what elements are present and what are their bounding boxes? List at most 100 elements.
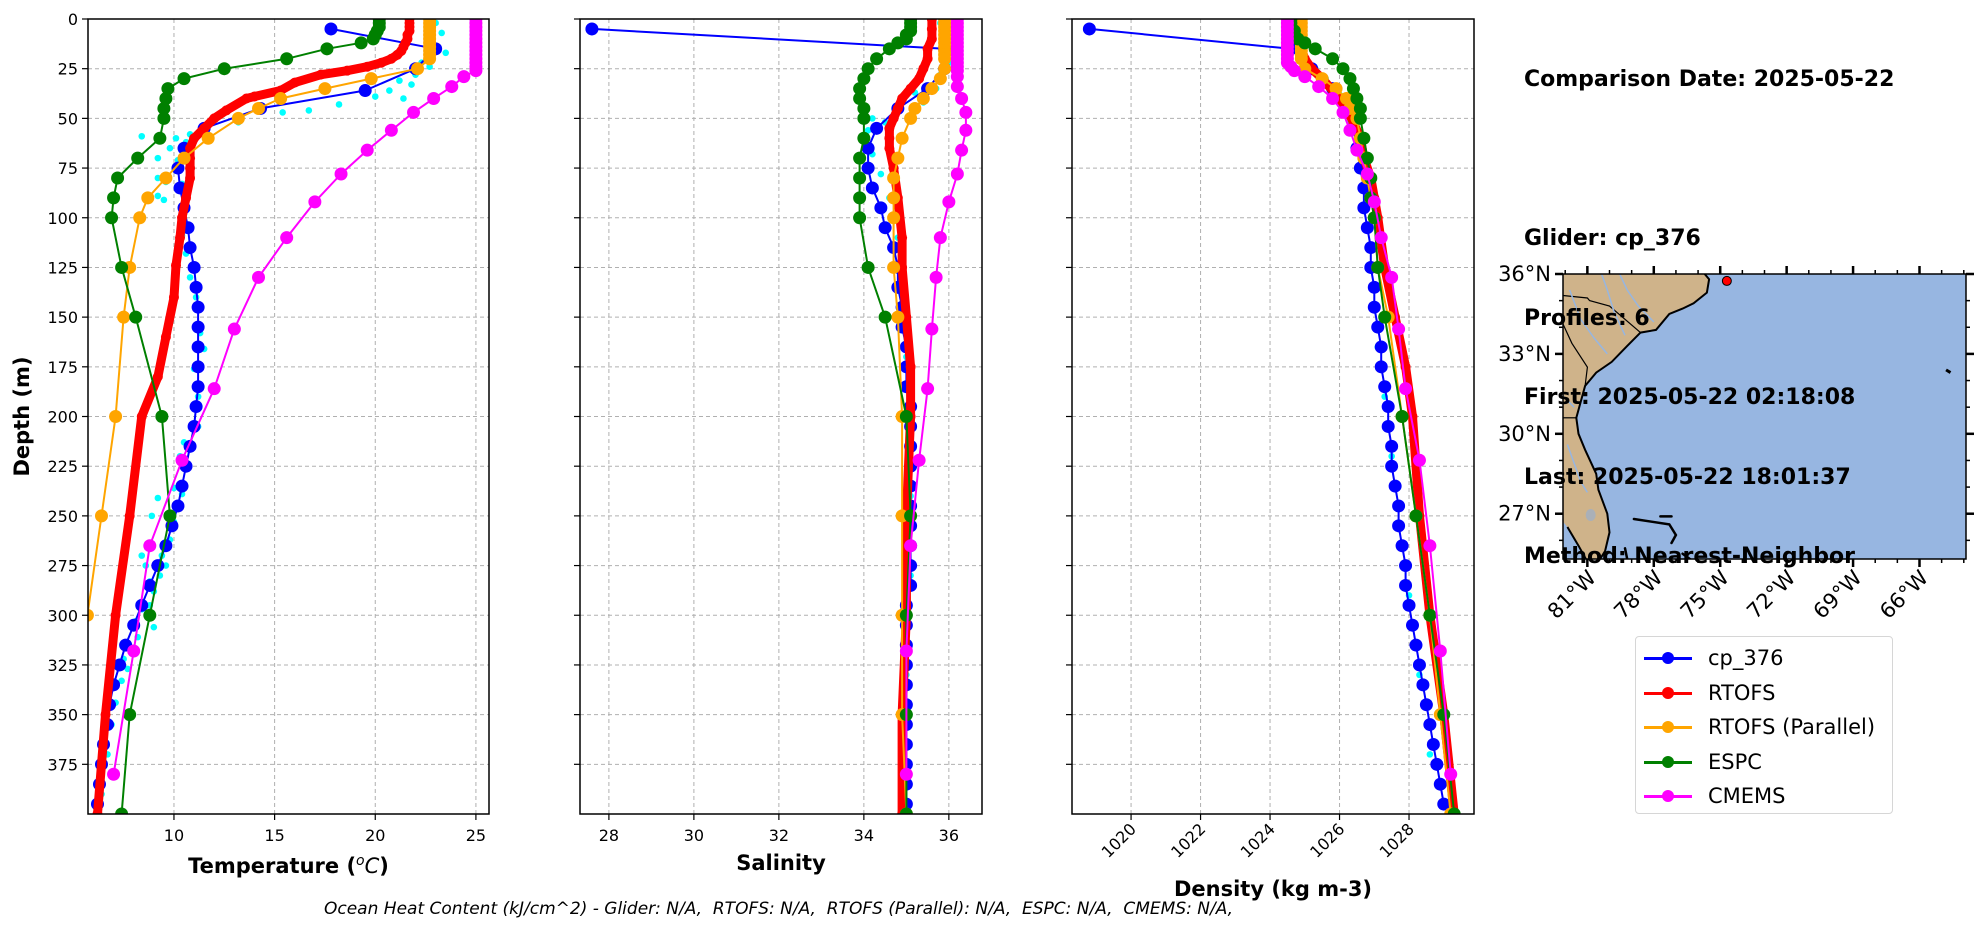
island <box>1632 517 1678 545</box>
data-point <box>1423 608 1437 622</box>
data-point <box>177 151 191 165</box>
data-point <box>891 151 905 165</box>
scatter-point <box>386 87 393 94</box>
data-point <box>153 131 167 145</box>
data-point <box>904 111 918 125</box>
data-point <box>366 32 380 46</box>
data-point <box>161 82 175 96</box>
data-point <box>888 113 899 124</box>
data-point <box>280 231 294 245</box>
data-point <box>217 62 231 76</box>
data-point <box>1357 131 1371 145</box>
data-point <box>1360 167 1374 181</box>
data-point <box>1294 52 1308 66</box>
data-point <box>175 479 189 493</box>
data-point <box>1371 320 1385 334</box>
series-rtofs-parallel <box>61 19 437 821</box>
y-tick-label: 325 <box>47 656 78 675</box>
data-point <box>107 767 121 781</box>
data-point <box>457 70 471 84</box>
legend-item-cmems: CMEMS <box>1644 779 1786 813</box>
data-point <box>955 92 969 105</box>
data-point <box>904 509 918 523</box>
y-tick-label: 150 <box>47 308 78 327</box>
data-point <box>187 260 201 274</box>
data-point <box>870 121 884 135</box>
data-point <box>159 539 173 553</box>
data-point <box>252 270 266 284</box>
data-point <box>878 221 892 235</box>
x-tick-label: 1022 <box>1167 819 1209 861</box>
data-point <box>183 241 197 255</box>
data-point <box>143 539 157 553</box>
scatter-point <box>279 109 286 116</box>
data-point <box>1385 270 1399 284</box>
data-point <box>891 310 905 324</box>
y-tick-label: 0 <box>68 10 78 29</box>
data-point <box>407 105 421 119</box>
legend-label: cp_376 <box>1708 646 1784 670</box>
data-point <box>143 608 157 622</box>
river <box>1568 289 1608 355</box>
data-point <box>157 101 171 115</box>
glider-name: Glider: cp_376 <box>1524 226 1701 251</box>
data-point <box>938 52 952 66</box>
data-point <box>376 57 387 68</box>
data-point <box>853 171 867 185</box>
y-tick-label: 175 <box>47 358 78 377</box>
data-point <box>1360 221 1374 235</box>
y-tick-label: 375 <box>47 755 78 774</box>
axes-frame <box>87 18 490 815</box>
x-tick-label: 1028 <box>1376 819 1418 861</box>
data-point <box>857 101 871 115</box>
x-tick-label: 1020 <box>1098 819 1140 861</box>
data-point <box>870 52 884 66</box>
scatter-point <box>335 101 343 108</box>
data-point <box>1298 70 1312 84</box>
axes-frame <box>579 18 983 815</box>
data-point <box>143 578 157 592</box>
data-point <box>853 82 867 96</box>
label-text: ) <box>379 854 389 878</box>
data-point <box>61 808 74 821</box>
scatter-point <box>166 144 174 152</box>
data-point <box>882 42 896 56</box>
data-point <box>445 80 459 94</box>
data-point <box>1367 195 1381 209</box>
scatter-point <box>869 115 876 122</box>
legend-swatch <box>1644 648 1692 668</box>
lat-tick-label: 33°N <box>1498 342 1551 366</box>
data-point <box>904 539 918 553</box>
coastline <box>1566 274 1711 559</box>
data-point <box>274 92 288 105</box>
data-point <box>411 62 425 76</box>
data-point <box>187 419 201 433</box>
data-point <box>942 195 956 209</box>
data-point <box>362 61 373 72</box>
temperature-panel: 10 15 20 2502550751001251501752002252502753… <box>10 10 490 878</box>
data-point <box>1385 459 1399 473</box>
data-point <box>857 131 871 145</box>
data-point <box>1402 598 1416 612</box>
scatter-point <box>408 81 415 88</box>
data-point <box>1399 559 1413 573</box>
info-block: Comparison Date: 2025-05-22 Glider: cp_3… <box>1524 14 1894 597</box>
data-point <box>1392 322 1406 336</box>
data-point <box>324 22 338 36</box>
data-point <box>384 123 398 137</box>
data-point <box>1353 101 1367 115</box>
data-point <box>171 499 185 513</box>
data-point <box>1399 578 1413 592</box>
data-point <box>1353 111 1367 125</box>
data-point <box>315 69 326 80</box>
data-point <box>115 807 129 814</box>
data-point <box>1381 400 1395 414</box>
data-point <box>191 380 205 394</box>
data-point <box>912 453 926 467</box>
data-point <box>918 63 929 74</box>
data-point <box>926 19 937 24</box>
data-point <box>280 52 294 66</box>
comparison-date: Comparison Date: 2025-05-22 <box>1524 67 1895 92</box>
data-point <box>110 610 121 621</box>
data-point <box>191 340 205 354</box>
